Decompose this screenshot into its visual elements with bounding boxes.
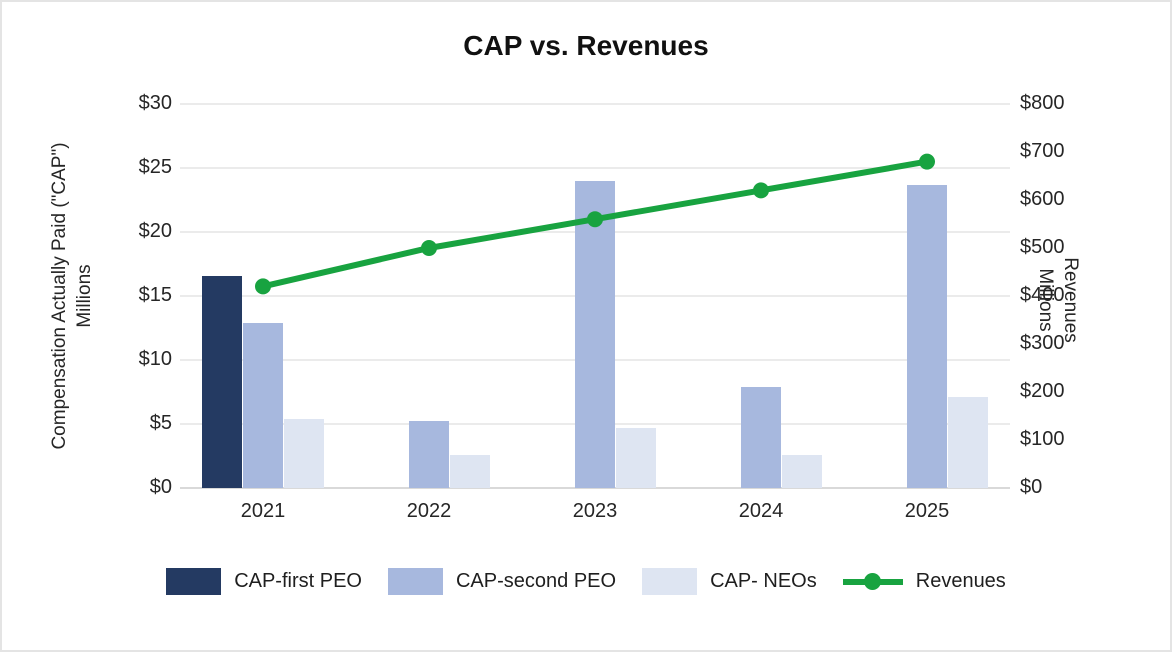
x-category-label: 2025 <box>904 500 950 522</box>
bar-cap-neos-2021 <box>284 418 324 488</box>
left-axis-tick-label: $5 <box>149 412 172 434</box>
chart-title: CAP vs. Revenues <box>463 30 709 61</box>
revenues-marker-2021 <box>255 278 271 295</box>
right-axis-tick-label: $500 <box>1020 236 1065 258</box>
bar-cap-neos-2024 <box>782 454 822 488</box>
right-axis-tick-label: $0 <box>1020 476 1043 498</box>
revenues-marker-2025 <box>919 153 935 170</box>
legend-item-cap-first-peo: CAP-first PEO <box>166 568 362 595</box>
right-axis-tick-label: $400 <box>1020 284 1065 306</box>
bar-cap-first-peo-2021 <box>202 275 242 488</box>
legend-swatch-cap-first-peo <box>166 568 222 595</box>
bar-cap-second-peo-2024 <box>741 386 781 488</box>
legend-swatch-cap-second-peo <box>387 568 443 595</box>
bar-cap-neos-2023 <box>616 427 656 488</box>
revenues-marker-2024 <box>753 182 769 199</box>
plot-area <box>180 103 1010 489</box>
legend-label-cap-first-peo: CAP-first PEO <box>234 570 362 592</box>
left-axis-tick-label: $15 <box>138 284 172 306</box>
bar-cap-second-peo-2025 <box>907 184 947 488</box>
left-axis-tick-label: $10 <box>138 348 172 370</box>
x-category-label: 2023 <box>572 500 618 522</box>
bar-cap-second-peo-2021 <box>243 322 283 488</box>
legend-label-revenues: Revenues <box>915 570 1006 592</box>
gridline <box>180 167 1010 169</box>
left-axis-title-line2: Millions <box>74 264 95 328</box>
legend: CAP-first PEO CAP-second PEO CAP- NEOs R… <box>2 568 1170 595</box>
x-category-label: 2024 <box>738 500 784 522</box>
right-axis-tick-label: $700 <box>1020 140 1065 162</box>
revenues-line-series <box>255 153 935 295</box>
left-axis-tick-label: $0 <box>149 476 172 498</box>
bar-cap-neos-2025 <box>948 397 988 488</box>
right-axis-tick-label: $100 <box>1020 428 1065 450</box>
left-axis-tick-label: $30 <box>138 92 172 114</box>
legend-label-cap-second-peo: CAP-second PEO <box>455 570 617 592</box>
right-axis-tick-label: $600 <box>1020 188 1065 210</box>
legend-swatch-cap-neos <box>642 568 698 595</box>
legend-item-cap-neos: CAP- NEOs <box>642 568 817 595</box>
revenues-marker-2023 <box>587 211 603 228</box>
left-axis-title-line1: Compensation Actually Paid ("CAP") <box>49 142 70 450</box>
bar-cap-neos-2022 <box>450 454 490 488</box>
right-axis-tick-label: $800 <box>1020 92 1065 114</box>
bar-cap-second-peo-2023 <box>575 180 615 488</box>
left-axis-tick-label: $20 <box>138 220 172 242</box>
revenues-marker-2022 <box>421 240 437 256</box>
revenues-line-icon <box>842 568 903 595</box>
x-axis-line <box>180 487 1010 489</box>
legend-item-revenues: Revenues <box>842 568 1006 595</box>
right-axis-tick-label: $300 <box>1020 332 1065 354</box>
x-category-label: 2022 <box>406 500 452 522</box>
right-axis-tick-label: $200 <box>1020 380 1065 402</box>
legend-label-cap-neos: CAP- NEOs <box>710 570 817 592</box>
left-axis-tick-label: $25 <box>138 156 172 178</box>
gridline <box>180 103 1010 105</box>
legend-item-cap-second-peo: CAP-second PEO <box>387 568 617 595</box>
bar-cap-second-peo-2022 <box>409 421 449 488</box>
x-category-label: 2021 <box>240 500 286 522</box>
